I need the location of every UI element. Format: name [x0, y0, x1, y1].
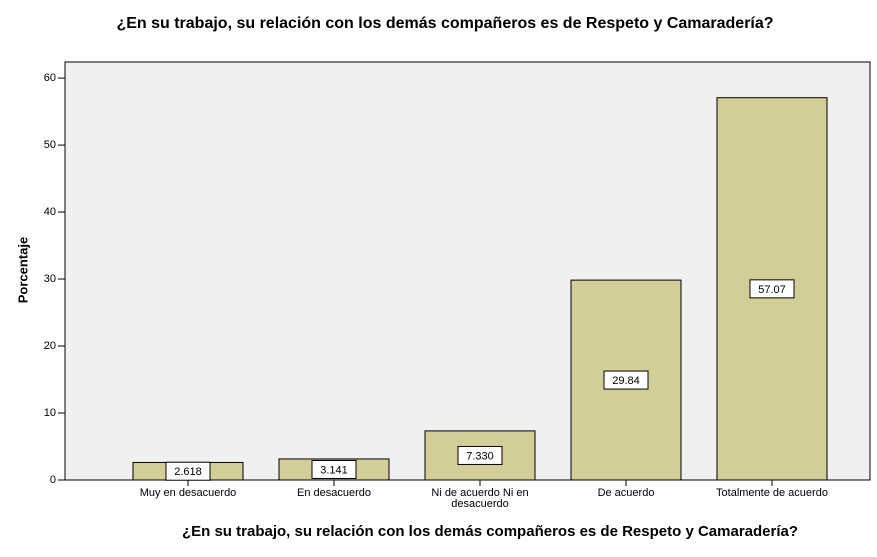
y-tick-label: 60 [44, 72, 56, 84]
value-label-box [603, 370, 649, 390]
y-axis-label: Porcentaje [15, 237, 30, 303]
value-label-box [749, 279, 795, 299]
y-tick-label: 30 [44, 273, 56, 285]
value-label: 29.84 [612, 375, 640, 387]
x-tick-label: Totalmente de acuerdo [716, 487, 828, 499]
value-label: 57.07 [758, 284, 786, 296]
value-label: 2.618 [174, 466, 202, 478]
y-tick-label: 10 [44, 407, 56, 419]
value-label: 7.330 [466, 450, 494, 462]
y-tick-label: 40 [44, 206, 56, 218]
x-tick-label: Ni de acuerdo Ni en desacuerdo [431, 487, 529, 510]
value-label: 3.141 [320, 464, 348, 476]
chart-title: ¿En su trabajo, su relación con los demá… [116, 15, 774, 32]
value-label-box [311, 459, 357, 479]
x-tick-label: En desacuerdo [297, 487, 371, 499]
y-tick-label: 0 [50, 474, 56, 486]
y-tick-label: 20 [44, 340, 56, 352]
value-label-box [457, 445, 503, 465]
value-label-box [165, 461, 211, 481]
x-tick-label: De acuerdo [597, 487, 655, 499]
x-tick-label: Muy en desacuerdo [139, 487, 237, 499]
bar [424, 430, 536, 481]
x-axis-label: ¿En su trabajo, su relación con los demá… [181, 523, 799, 540]
y-tick-label: 50 [44, 139, 56, 151]
